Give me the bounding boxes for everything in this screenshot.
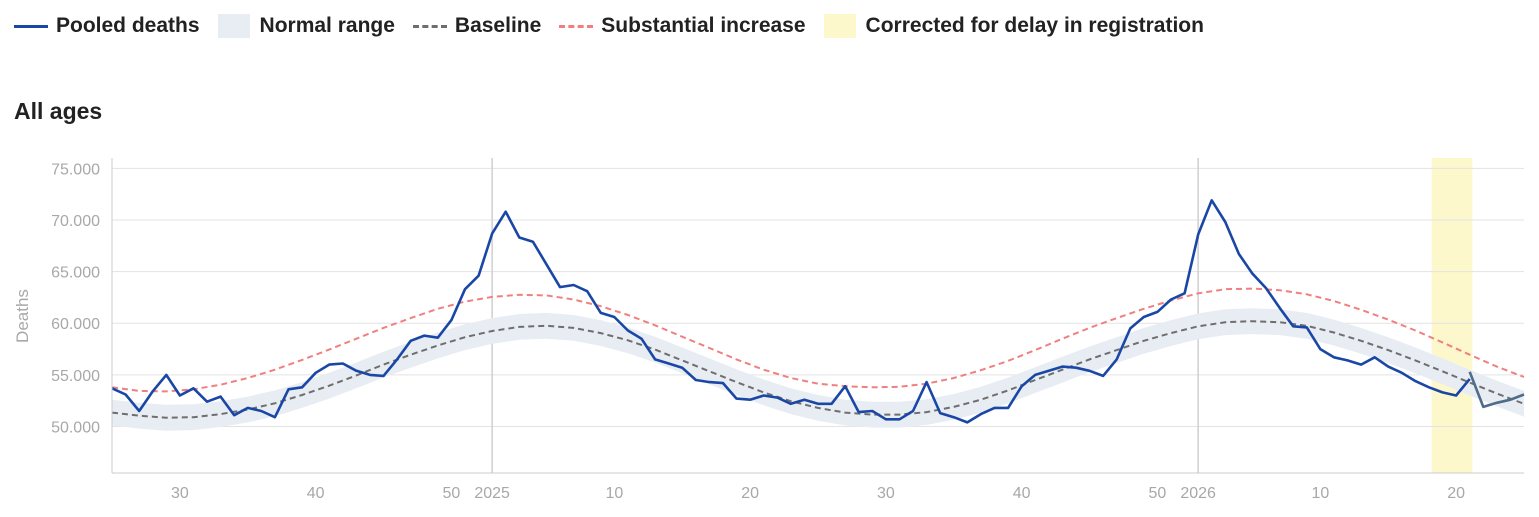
legend-label-normal-range: Normal range bbox=[259, 14, 395, 37]
corrected-region bbox=[1431, 158, 1473, 473]
y-tick-label: 65.000 bbox=[51, 265, 100, 282]
y-tick-label: 60.000 bbox=[51, 316, 100, 333]
x-tick-label: 40 bbox=[307, 485, 325, 502]
y-tick-label: 75.000 bbox=[51, 161, 100, 178]
x-tick-label: 50 bbox=[443, 485, 461, 502]
pooled-deaths-line bbox=[111, 199, 1471, 424]
y-tick-label: 70.000 bbox=[51, 213, 100, 230]
series-layer bbox=[111, 199, 1525, 424]
x-tick-label: 10 bbox=[1311, 485, 1329, 502]
x-tick-label: 30 bbox=[171, 485, 189, 502]
y-axis-title: Deaths bbox=[13, 289, 32, 343]
corrected-deaths-line bbox=[1468, 371, 1525, 409]
x-tick-label: 40 bbox=[1013, 485, 1031, 502]
legend-swatch-corrected bbox=[823, 14, 856, 38]
legend-label-corrected: Corrected for delay in registration bbox=[865, 14, 1204, 37]
legend-label-substantial-increase: Substantial increase bbox=[601, 14, 806, 37]
legend-swatch-pooled-deaths bbox=[14, 24, 48, 28]
x-tick-label: 30 bbox=[877, 485, 895, 502]
normal-range-layer bbox=[112, 308, 1524, 431]
legend-item-normal-range[interactable]: Normal range bbox=[217, 14, 395, 38]
normal-range-band bbox=[112, 308, 1524, 431]
x-tick-label: 50 bbox=[1149, 485, 1167, 502]
legend-item-pooled-deaths[interactable]: Pooled deaths bbox=[14, 14, 200, 38]
y-tick-label: 50.000 bbox=[51, 420, 100, 437]
legend-item-corrected[interactable]: Corrected for delay in registration bbox=[823, 14, 1204, 38]
legend-item-substantial-increase[interactable]: Substantial increase bbox=[559, 14, 806, 38]
x-tick-label: 20 bbox=[1447, 485, 1465, 502]
baseline-line bbox=[111, 320, 1525, 419]
y-tick-label: 55.000 bbox=[51, 368, 100, 385]
legend-swatch-normal-range bbox=[217, 14, 250, 38]
legend-item-baseline[interactable]: Baseline bbox=[412, 14, 542, 38]
legend-label-pooled-deaths: Pooled deaths bbox=[56, 14, 200, 37]
substantial-increase-line bbox=[111, 287, 1525, 393]
legend-label-baseline: Baseline bbox=[454, 14, 542, 37]
panel-title: All ages bbox=[14, 98, 103, 124]
x-tick-label: 2026 bbox=[1180, 485, 1216, 502]
corrected-region-layer bbox=[1431, 158, 1473, 473]
legend-swatch-substantial-increase bbox=[559, 24, 594, 28]
x-tick-label: 2025 bbox=[474, 485, 510, 502]
legend: Pooled deaths Normal range Baseline Subs… bbox=[14, 14, 1222, 38]
x-tick-label: 20 bbox=[741, 485, 759, 502]
x-tick-label: 10 bbox=[605, 485, 623, 502]
legend-swatch-baseline bbox=[412, 24, 447, 28]
axes-layer: 50.000 55.000 60.000 65.000 70.000 75.000 30 40… bbox=[51, 158, 1524, 502]
